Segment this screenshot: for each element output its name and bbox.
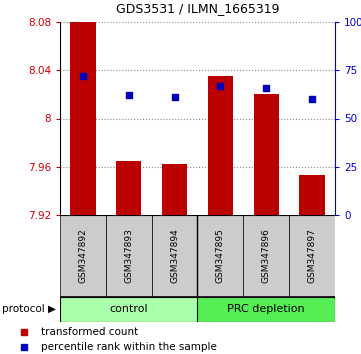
Text: GSM347897: GSM347897 bbox=[308, 229, 317, 284]
Bar bbox=[60, 215, 106, 297]
Point bbox=[80, 73, 86, 79]
Point bbox=[264, 85, 269, 91]
Text: GSM347895: GSM347895 bbox=[216, 229, 225, 284]
Point bbox=[309, 96, 315, 102]
Bar bbox=[60, 297, 197, 322]
Text: GDS3531 / ILMN_1665319: GDS3531 / ILMN_1665319 bbox=[116, 2, 279, 15]
Point bbox=[218, 83, 223, 88]
Bar bbox=[162, 164, 187, 215]
Bar bbox=[243, 215, 289, 297]
Bar bbox=[152, 215, 197, 297]
Bar bbox=[197, 215, 243, 297]
Text: GSM347894: GSM347894 bbox=[170, 229, 179, 283]
Text: control: control bbox=[109, 304, 148, 314]
Bar bbox=[300, 175, 325, 215]
Text: GSM347892: GSM347892 bbox=[78, 229, 87, 283]
Text: protocol ▶: protocol ▶ bbox=[2, 304, 56, 314]
Bar bbox=[208, 76, 233, 215]
Bar bbox=[70, 22, 96, 215]
Bar bbox=[254, 95, 279, 215]
Bar bbox=[289, 215, 335, 297]
Point bbox=[126, 92, 132, 98]
Bar bbox=[116, 161, 142, 215]
Text: PRC depletion: PRC depletion bbox=[227, 304, 305, 314]
Text: transformed count: transformed count bbox=[41, 327, 138, 337]
Text: percentile rank within the sample: percentile rank within the sample bbox=[41, 342, 217, 352]
Bar bbox=[106, 215, 152, 297]
Point bbox=[172, 95, 178, 100]
Text: GSM347893: GSM347893 bbox=[124, 229, 133, 284]
Bar bbox=[197, 297, 335, 322]
Text: GSM347896: GSM347896 bbox=[262, 229, 271, 284]
